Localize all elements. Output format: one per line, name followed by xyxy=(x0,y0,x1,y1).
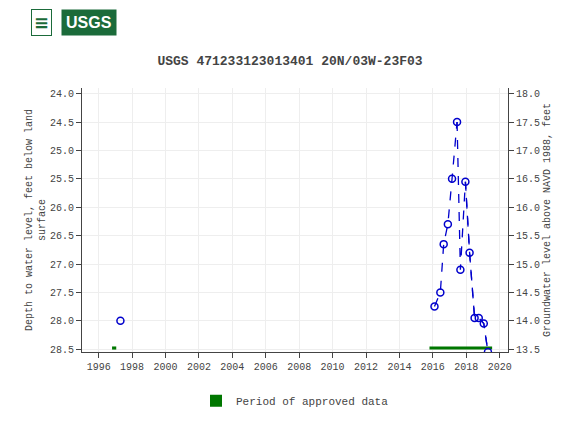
svg-text:Groundwater level above NAVD 1: Groundwater level above NAVD 1988, feet xyxy=(542,103,553,337)
svg-text:17.0: 17.0 xyxy=(516,146,540,157)
svg-text:27.5: 27.5 xyxy=(50,288,74,299)
svg-text:27.0: 27.0 xyxy=(50,260,74,271)
svg-text:2004: 2004 xyxy=(220,362,244,373)
svg-text:2010: 2010 xyxy=(321,362,345,373)
svg-text:26.5: 26.5 xyxy=(50,231,74,242)
svg-text:28.0: 28.0 xyxy=(50,316,74,327)
svg-text:14.5: 14.5 xyxy=(516,288,540,299)
svg-text:2002: 2002 xyxy=(187,362,211,373)
svg-text:2006: 2006 xyxy=(254,362,278,373)
svg-text:2016: 2016 xyxy=(421,362,445,373)
svg-text:2018: 2018 xyxy=(454,362,478,373)
svg-text:1996: 1996 xyxy=(87,362,111,373)
svg-text:Period of approved data: Period of approved data xyxy=(236,396,388,408)
svg-text:24.5: 24.5 xyxy=(50,118,74,129)
svg-text:2012: 2012 xyxy=(354,362,378,373)
svg-text:25.5: 25.5 xyxy=(50,174,74,185)
svg-text:16.0: 16.0 xyxy=(516,203,540,214)
svg-text:18.0: 18.0 xyxy=(516,89,540,100)
svg-text:15.5: 15.5 xyxy=(516,231,540,242)
svg-text:USGS 471233123013401 20N/03W-2: USGS 471233123013401 20N/03W-23F03 xyxy=(157,54,422,69)
svg-text:Depth to water level, feet bel: Depth to water level, feet below landsur… xyxy=(24,109,48,331)
svg-text:15.0: 15.0 xyxy=(516,260,540,271)
svg-text:13.5: 13.5 xyxy=(516,345,540,356)
svg-text:≡: ≡ xyxy=(34,12,49,33)
svg-text:1998: 1998 xyxy=(120,362,144,373)
svg-text:28.5: 28.5 xyxy=(50,345,74,356)
svg-text:2000: 2000 xyxy=(154,362,178,373)
svg-text:2008: 2008 xyxy=(287,362,311,373)
svg-text:2014: 2014 xyxy=(387,362,411,373)
svg-text:24.0: 24.0 xyxy=(50,89,74,100)
svg-text:25.0: 25.0 xyxy=(50,146,74,157)
svg-text:2020: 2020 xyxy=(488,362,512,373)
svg-text:17.5: 17.5 xyxy=(516,118,540,129)
svg-text:14.0: 14.0 xyxy=(516,316,540,327)
svg-text:16.5: 16.5 xyxy=(516,174,540,185)
svg-text:26.0: 26.0 xyxy=(50,203,74,214)
svg-text:USGS: USGS xyxy=(66,14,112,31)
